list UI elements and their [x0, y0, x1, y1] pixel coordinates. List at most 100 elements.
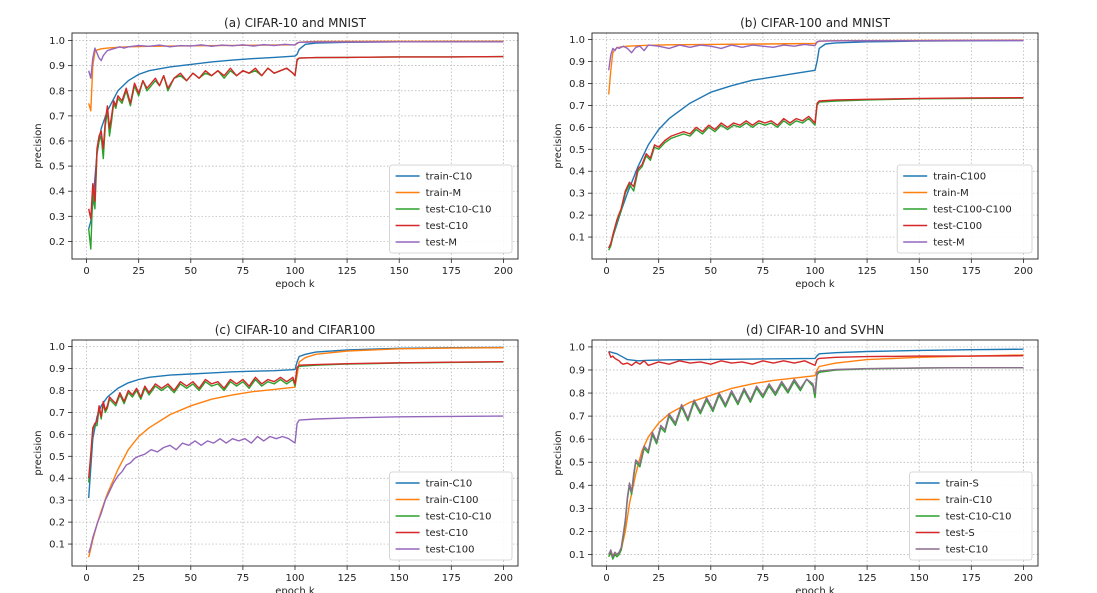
- x-tick-label: 200: [494, 266, 513, 277]
- y-tick-label: 0.6: [569, 123, 585, 134]
- y-tick-label: 0.7: [569, 412, 585, 423]
- y-tick-label: 0.6: [49, 430, 65, 441]
- y-tick-label: 0.1: [569, 233, 585, 244]
- y-axis-label: precision: [553, 430, 564, 475]
- y-tick-label: 0.4: [49, 474, 65, 485]
- legend-entry: train-M: [933, 188, 969, 199]
- y-tick-label: 0.1: [49, 540, 65, 551]
- y-tick-label: 0.5: [569, 458, 585, 469]
- series-line-test-C100: [88, 415, 504, 554]
- x-tick-label: 50: [184, 573, 197, 584]
- legend-entry: test-C10: [426, 528, 469, 539]
- legend: train-C10 train-C100 test-C10-C10 test-C10 t…: [389, 471, 513, 561]
- y-tick-label: 0.8: [569, 389, 585, 400]
- y-tick-label: 0.4: [49, 187, 65, 198]
- legend-entry: train-C10: [426, 172, 473, 183]
- y-tick-label: 0.9: [49, 364, 65, 375]
- x-tick-label: 100: [285, 573, 304, 584]
- x-tick-label: 25: [132, 573, 145, 584]
- y-tick-label: 1.0: [49, 342, 65, 353]
- x-tick-label: 200: [494, 573, 513, 584]
- x-tick-label: 200: [1014, 573, 1033, 584]
- x-tick-label: 150: [390, 573, 409, 584]
- x-axis-label: epoch k: [275, 586, 315, 593]
- legend-entry: test-C100: [933, 221, 982, 232]
- x-axis-label: epoch k: [795, 586, 835, 593]
- series-line-test-C10: [88, 361, 504, 479]
- chart-title: (a) CIFAR-10 and MNIST: [224, 16, 367, 30]
- legend-box: [896, 164, 1033, 254]
- legend-box: [389, 164, 513, 254]
- y-tick-label: 0.3: [49, 212, 65, 223]
- legend-entry: test-C10: [426, 221, 469, 232]
- x-tick-label: 175: [442, 573, 461, 584]
- series-line-test-C100-C100: [608, 97, 1024, 251]
- y-tick-label: 0.5: [49, 452, 65, 463]
- legend-entry: test-S: [946, 528, 975, 539]
- x-tick-label: 25: [652, 266, 665, 277]
- chart-panel-0: 0 25 50 75 100 125 150 175 200 0.2 0.3 0.4 0.5 0.6 0.7…: [33, 16, 519, 290]
- x-tick-label: 150: [910, 266, 929, 277]
- series-line-test-C100: [608, 97, 1024, 249]
- x-tick-label: 175: [962, 266, 981, 277]
- legend: train-C10 train-M test-C10-C10 test-C10 test…: [389, 164, 513, 254]
- legend-box: [909, 471, 1033, 561]
- series-line-train-M: [88, 40, 504, 112]
- x-tick-label: 125: [338, 573, 357, 584]
- legend-entry: train-C10: [946, 495, 993, 506]
- y-tick-label: 0.7: [49, 111, 65, 122]
- y-tick-label: 1.0: [49, 36, 65, 47]
- y-tick-label: 0.2: [569, 527, 585, 538]
- y-tick-label: 0.4: [569, 481, 585, 492]
- chart-title: (c) CIFAR-10 and CIFAR100: [215, 323, 376, 337]
- y-tick-label: 1.0: [569, 342, 585, 353]
- series-line-test-S: [608, 351, 1024, 367]
- x-tick-label: 25: [132, 266, 145, 277]
- x-tick-label: 0: [83, 573, 89, 584]
- y-tick-label: 0.4: [569, 167, 585, 178]
- x-tick-label: 75: [757, 573, 770, 584]
- y-tick-label: 0.2: [569, 211, 585, 222]
- y-tick-label: 0.5: [569, 145, 585, 156]
- legend-entry: test-C10-C10: [426, 205, 492, 216]
- legend-entry: train-C100: [933, 172, 986, 183]
- y-tick-label: 0.2: [49, 237, 65, 248]
- x-tick-label: 200: [1014, 266, 1033, 277]
- legend-entry: test-C100-C100: [933, 205, 1012, 216]
- y-tick-label: 0.9: [569, 57, 585, 68]
- x-tick-label: 75: [757, 266, 770, 277]
- series-line-test-C10-C10: [88, 361, 504, 483]
- y-tick-label: 1.0: [569, 35, 585, 46]
- series-line-test-C10: [608, 367, 1024, 558]
- x-tick-label: 150: [910, 573, 929, 584]
- x-tick-label: 100: [285, 266, 304, 277]
- x-tick-label: 150: [390, 266, 409, 277]
- y-axis-label: precision: [33, 430, 44, 475]
- y-tick-label: 0.6: [569, 435, 585, 446]
- legend-box: [389, 471, 513, 561]
- y-tick-label: 0.9: [569, 365, 585, 376]
- x-tick-label: 75: [237, 266, 250, 277]
- y-tick-label: 0.3: [49, 496, 65, 507]
- legend-entry: test-C10-C10: [426, 512, 492, 523]
- y-tick-label: 0.8: [569, 79, 585, 90]
- x-tick-label: 0: [83, 266, 89, 277]
- series-line-train-C10: [88, 346, 504, 499]
- legend-entry: train-C100: [426, 495, 479, 506]
- chart-panel-2: 0 25 50 75 100 125 150 175 200 0.1 0.2 0.3 0.4 0.5 0.6…: [33, 323, 519, 593]
- y-axis-label: precision: [33, 123, 44, 168]
- y-tick-label: 0.3: [569, 504, 585, 515]
- x-tick-label: 25: [652, 573, 665, 584]
- legend-entry: test-C100: [426, 545, 475, 556]
- chart-panel-1: 0 25 50 75 100 125 150 175 200 0.1 0.2 0.3 0.4 0.5 0.6…: [553, 16, 1039, 290]
- y-axis-label: precision: [553, 123, 564, 168]
- legend-entry: test-M: [426, 238, 457, 249]
- y-tick-label: 0.3: [569, 189, 585, 200]
- x-tick-label: 0: [603, 573, 609, 584]
- legend-entry: test-C10: [946, 545, 989, 556]
- legend: train-S train-C10 test-C10-C10 test-S test-C…: [909, 471, 1033, 561]
- x-tick-label: 125: [858, 573, 877, 584]
- series-line-train-C10: [608, 354, 1024, 556]
- x-tick-label: 50: [704, 573, 717, 584]
